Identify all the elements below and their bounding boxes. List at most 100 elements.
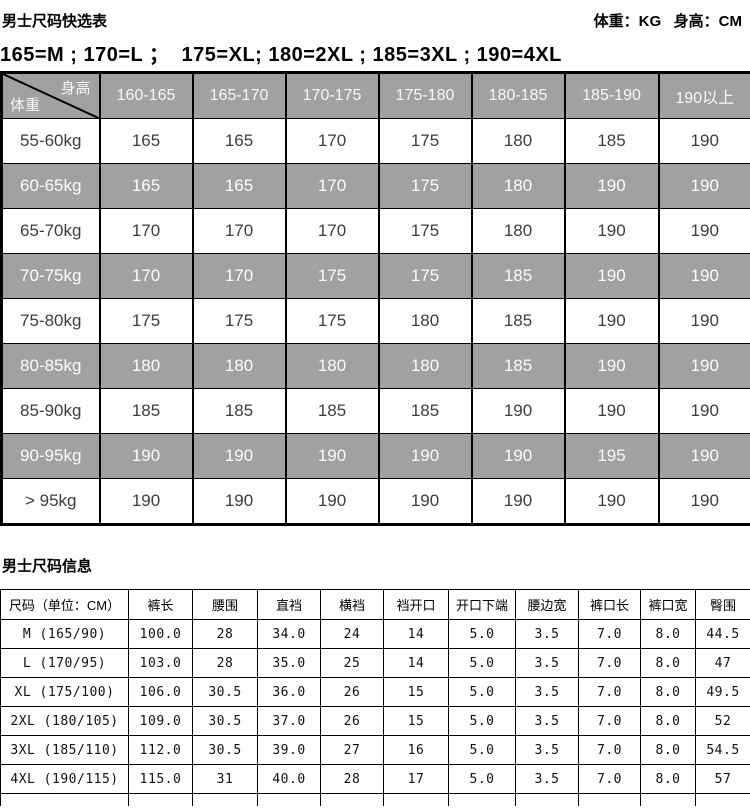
recommended-height-value: 190 bbox=[563, 388, 660, 434]
info-table-body: M (165/90) 100.0 28 34.0 24 14 5.0 3.5 7.0 8.0 44.… bbox=[0, 619, 750, 806]
recommended-height-value: 180 bbox=[470, 208, 566, 254]
recommended-height-value: 180 bbox=[191, 343, 287, 389]
recommended-height-value: 170 bbox=[98, 208, 194, 254]
measurement-value: 109.0 bbox=[128, 706, 193, 736]
measurement-value: 106.0 bbox=[128, 677, 193, 707]
measurement-value: 34.0 bbox=[257, 619, 321, 649]
recommended-height-value: 185 bbox=[98, 388, 194, 434]
recommended-height-value: 185 bbox=[284, 388, 380, 434]
recommended-height-value: 165 bbox=[98, 163, 194, 209]
measurement-column-header: 裤口长 bbox=[578, 589, 641, 620]
quick-table-row: > 95kg 190 190 190 190 190 190 190 bbox=[0, 478, 750, 525]
recommended-height-value: 185 bbox=[563, 118, 660, 164]
recommended-height-value: 190 bbox=[657, 433, 750, 479]
measurement-value: 37.0 bbox=[257, 706, 321, 736]
size-label: 4XL (190/115) bbox=[0, 764, 129, 794]
recommended-height-value: 175 bbox=[284, 253, 380, 299]
recommended-height-value: 190 bbox=[657, 253, 750, 299]
recommended-height-value: 190 bbox=[191, 478, 287, 525]
empty-cell bbox=[695, 793, 750, 806]
recommended-height-value: 180 bbox=[470, 163, 566, 209]
measurement-value: 28 bbox=[192, 648, 258, 678]
measurement-column-header: 腰围 bbox=[192, 589, 258, 620]
corner-cell: 身高 体重 bbox=[0, 72, 101, 119]
measurement-column-header: 裤长 bbox=[128, 589, 193, 620]
measurement-value: 30.5 bbox=[192, 706, 258, 736]
weight-range-label: 65-70kg bbox=[0, 208, 101, 254]
measurement-value: 3.5 bbox=[515, 648, 579, 678]
height-range-header: 175-180 bbox=[377, 72, 473, 119]
measurement-value: 112.0 bbox=[128, 735, 193, 765]
measurement-value: 28 bbox=[192, 619, 258, 649]
measurement-value: 7.0 bbox=[578, 677, 641, 707]
recommended-height-value: 185 bbox=[470, 298, 566, 344]
measurement-column-header: 横裆 bbox=[320, 589, 384, 620]
quick-table-header-row: 身高 体重 160-165 165-170 170-175 175-180 180-18… bbox=[0, 72, 750, 119]
size-label: M (165/90) bbox=[0, 619, 129, 649]
measurement-value: 39.0 bbox=[257, 735, 321, 765]
page-header: 男士尺码快选表 体重：KG 身高：CM bbox=[0, 0, 750, 31]
weight-range-label: 80-85kg bbox=[0, 343, 101, 389]
recommended-height-value: 190 bbox=[657, 388, 750, 434]
recommended-height-value: 190 bbox=[191, 433, 287, 479]
measurement-column-header: 裆开口 bbox=[383, 589, 449, 620]
measurement-value: 8.0 bbox=[640, 619, 696, 649]
weight-range-label: 85-90kg bbox=[0, 388, 101, 434]
empty-cell bbox=[192, 793, 258, 806]
recommended-height-value: 175 bbox=[377, 163, 473, 209]
measurement-column-header: 直裆 bbox=[257, 589, 321, 620]
recommended-height-value: 170 bbox=[284, 208, 380, 254]
measurement-value: 5.0 bbox=[448, 619, 516, 649]
recommended-height-value: 175 bbox=[377, 208, 473, 254]
info-table-row: 3XL (185/110) 112.0 30.5 39.0 27 16 5.0 3.5 7.0 8… bbox=[0, 735, 750, 765]
recommended-height-value: 185 bbox=[377, 388, 473, 434]
measurement-value: 44.5 bbox=[695, 619, 750, 649]
recommended-height-value: 190 bbox=[470, 433, 566, 479]
size-label: 2XL (180/105) bbox=[0, 706, 129, 736]
measurement-value: 8.0 bbox=[640, 764, 696, 794]
info-table-header-row: 尺码（单位：CM） 裤长 腰围 直裆 横裆 裆开口 开口下端 腰边宽 裤口长 裤口宽 臀围 bbox=[0, 589, 750, 620]
recommended-height-value: 175 bbox=[98, 298, 194, 344]
quick-table-row: 85-90kg 185 185 185 185 190 190 190 bbox=[0, 388, 750, 434]
size-label: 3XL (185/110) bbox=[0, 735, 129, 765]
recommended-height-value: 190 bbox=[470, 388, 566, 434]
measurement-value: 5.0 bbox=[448, 764, 516, 794]
empty-cell bbox=[640, 793, 696, 806]
recommended-height-value: 180 bbox=[98, 343, 194, 389]
measurement-value: 57 bbox=[695, 764, 750, 794]
measurement-value: 25 bbox=[320, 648, 384, 678]
recommended-height-value: 185 bbox=[470, 253, 566, 299]
measurement-value: 115.0 bbox=[128, 764, 193, 794]
measurement-value: 7.0 bbox=[578, 706, 641, 736]
height-range-header: 180-185 bbox=[470, 72, 566, 119]
info-table-row: M (165/90) 100.0 28 34.0 24 14 5.0 3.5 7.0 8.0 44.… bbox=[0, 619, 750, 649]
weight-range-label: > 95kg bbox=[0, 478, 101, 525]
measurement-value: 5.0 bbox=[448, 706, 516, 736]
measurement-value: 28 bbox=[320, 764, 384, 794]
measurement-value: 47 bbox=[695, 648, 750, 678]
measurement-value: 40.0 bbox=[257, 764, 321, 794]
measurement-value: 14 bbox=[383, 648, 449, 678]
recommended-height-value: 190 bbox=[657, 298, 750, 344]
info-table-row: 4XL (190/115) 115.0 31 40.0 28 17 5.0 3.5 7.0 8.0… bbox=[0, 764, 750, 794]
page-title: 男士尺码快选表 bbox=[2, 13, 108, 30]
empty-cell bbox=[383, 793, 449, 806]
empty-cell bbox=[320, 793, 384, 806]
info-table-row: L (170/95) 103.0 28 35.0 25 14 5.0 3.5 7.0 8.0 47 bbox=[0, 648, 750, 678]
info-table-partial-row bbox=[0, 793, 750, 806]
info-table-row: 2XL (180/105) 109.0 30.5 37.0 26 15 5.0 3.5 7.0 8… bbox=[0, 706, 750, 736]
recommended-height-value: 185 bbox=[470, 343, 566, 389]
measurement-value: 26 bbox=[320, 706, 384, 736]
measurement-value: 52 bbox=[695, 706, 750, 736]
empty-cell bbox=[578, 793, 641, 806]
empty-cell bbox=[128, 793, 193, 806]
measurement-value: 54.5 bbox=[695, 735, 750, 765]
measurement-value: 8.0 bbox=[640, 648, 696, 678]
measurement-value: 7.0 bbox=[578, 764, 641, 794]
height-range-header: 160-165 bbox=[98, 72, 194, 119]
recommended-height-value: 170 bbox=[284, 163, 380, 209]
recommended-height-value: 190 bbox=[377, 433, 473, 479]
measurement-column-header: 开口下端 bbox=[448, 589, 516, 620]
measurement-column-header: 裤口宽 bbox=[640, 589, 696, 620]
measurement-value: 30.5 bbox=[192, 735, 258, 765]
